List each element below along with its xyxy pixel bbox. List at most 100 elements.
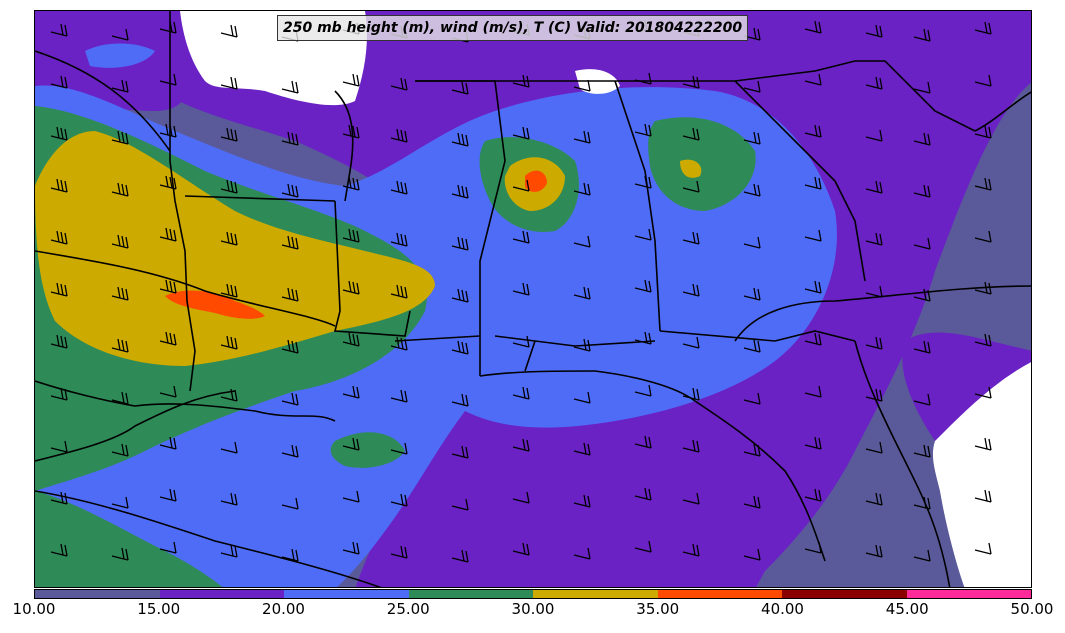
speed-band-35-40 — [165, 290, 265, 319]
wind-barb-icon — [390, 336, 408, 351]
speed-band-20-25-south — [120, 438, 415, 587]
wind-barb-icon — [220, 492, 238, 506]
colorbar-segment — [408, 590, 533, 598]
colorbar-segment — [906, 590, 1031, 598]
wind-barb-icon — [342, 332, 360, 347]
wind-barb-icon — [390, 77, 408, 91]
wind-speed-map — [35, 11, 1031, 587]
wind-barb-icon — [111, 286, 129, 301]
wind-barb-icon — [50, 282, 68, 297]
wind-barb-icon — [390, 284, 408, 299]
wind-barb-icon — [573, 494, 591, 508]
wind-barb-icon — [512, 230, 530, 244]
wind-barb-icon — [913, 81, 931, 94]
wind-barb-icon — [573, 79, 591, 92]
wind-barb-icon — [573, 338, 591, 352]
wind-barb-icon — [682, 283, 700, 297]
wind-barb-icon — [865, 180, 883, 194]
wind-barb-icon — [634, 123, 652, 137]
wind-barb-icon — [342, 541, 360, 555]
wind-barb-icon — [159, 488, 177, 502]
colorbar-tick-label: 20.00 — [262, 600, 305, 618]
wind-barb-icon — [390, 389, 408, 403]
wind-barb-icon — [865, 441, 883, 454]
wind-barb-icon — [50, 126, 68, 141]
wind-barb-icon — [573, 442, 591, 456]
wind-barb-icon — [111, 130, 129, 145]
wind-barb-layer — [50, 19, 992, 563]
wind-barb-icon — [390, 128, 408, 143]
speed-band-30-35-east — [680, 159, 702, 178]
wind-barb-icon — [281, 183, 299, 198]
wind-barb-icon — [159, 436, 177, 450]
wind-barb-icon — [342, 176, 360, 191]
wind-barb-icon — [220, 76, 238, 90]
wind-barb-icon — [390, 442, 408, 455]
wind-barb-icon — [342, 73, 360, 87]
wind-barb-icon — [159, 73, 177, 86]
wind-barb-icon — [682, 543, 700, 557]
wind-barb-icon — [159, 227, 177, 242]
wind-barb-icon — [159, 175, 177, 190]
wind-barb-icon — [512, 542, 530, 556]
wind-barb-icon — [804, 73, 822, 86]
wind-barb-icon — [913, 393, 931, 406]
wind-barb-icon — [220, 179, 238, 194]
wind-barb-icon — [159, 331, 177, 346]
wind-barb-icon — [913, 496, 931, 510]
wind-barb-icon — [573, 547, 591, 560]
wind-barb-icon — [573, 182, 591, 196]
wind-barb-icon — [390, 493, 408, 507]
wind-barb-icon — [512, 491, 530, 504]
wind-barb-icon — [913, 237, 931, 250]
colorbar-segment — [657, 590, 782, 598]
wind-barb-icon — [281, 444, 299, 458]
wind-barb-icon — [111, 79, 129, 93]
colorbar-segment — [284, 590, 409, 598]
wind-barb-icon — [220, 335, 238, 350]
colorbar-tick-label: 10.00 — [12, 600, 56, 618]
colorbar-tick-label: 30.00 — [511, 600, 555, 618]
wind-barb-icon — [50, 440, 68, 453]
wind-barb-icon — [804, 229, 822, 242]
wind-barb-icon — [804, 280, 822, 294]
wind-barb-icon — [974, 21, 992, 35]
wind-barb-icon — [342, 124, 360, 139]
wind-barb-icon — [512, 438, 530, 452]
wind-barb-icon — [451, 340, 469, 355]
wind-barb-icon — [342, 385, 360, 399]
wind-barb-icon — [634, 435, 652, 449]
wind-barb-icon — [50, 491, 68, 505]
wind-barb-icon — [634, 331, 652, 345]
wind-barb-icon — [451, 393, 469, 407]
wind-barb-icon — [342, 437, 360, 451]
wind-barb-icon — [111, 496, 129, 509]
wind-barb-icon — [512, 74, 530, 88]
wind-barb-icon — [804, 20, 822, 34]
wind-barb-icon — [804, 176, 822, 190]
wind-barb-icon — [111, 28, 129, 41]
speed-band-20-25-top — [85, 43, 155, 68]
wind-barb-icon — [865, 388, 883, 402]
wind-barb-icon — [682, 336, 700, 349]
wind-barb-icon — [390, 232, 408, 247]
wind-barb-icon — [743, 131, 761, 145]
wind-barb-icon — [50, 178, 68, 193]
wind-barb-icon — [512, 282, 530, 296]
wind-barb-icon — [111, 391, 129, 405]
wind-barb-icon — [974, 230, 992, 243]
wind-barb-icon — [634, 175, 652, 189]
speed-band-25-30-south — [35, 491, 223, 587]
wind-barb-icon — [451, 236, 469, 251]
wind-barb-icon — [804, 488, 822, 502]
wind-barb-icon — [974, 177, 992, 191]
wind-barb-icon — [111, 182, 129, 197]
wind-barb-icon — [111, 547, 129, 561]
colorbar-tick-label: 50.00 — [1010, 600, 1054, 618]
wind-barb-icon — [682, 75, 700, 89]
wind-barb-icon — [865, 492, 883, 506]
colorbar-segment — [35, 590, 160, 598]
wind-barb-icon — [913, 340, 931, 354]
speed-band-25-30-gulf — [330, 432, 405, 468]
colorbar — [34, 589, 1032, 599]
